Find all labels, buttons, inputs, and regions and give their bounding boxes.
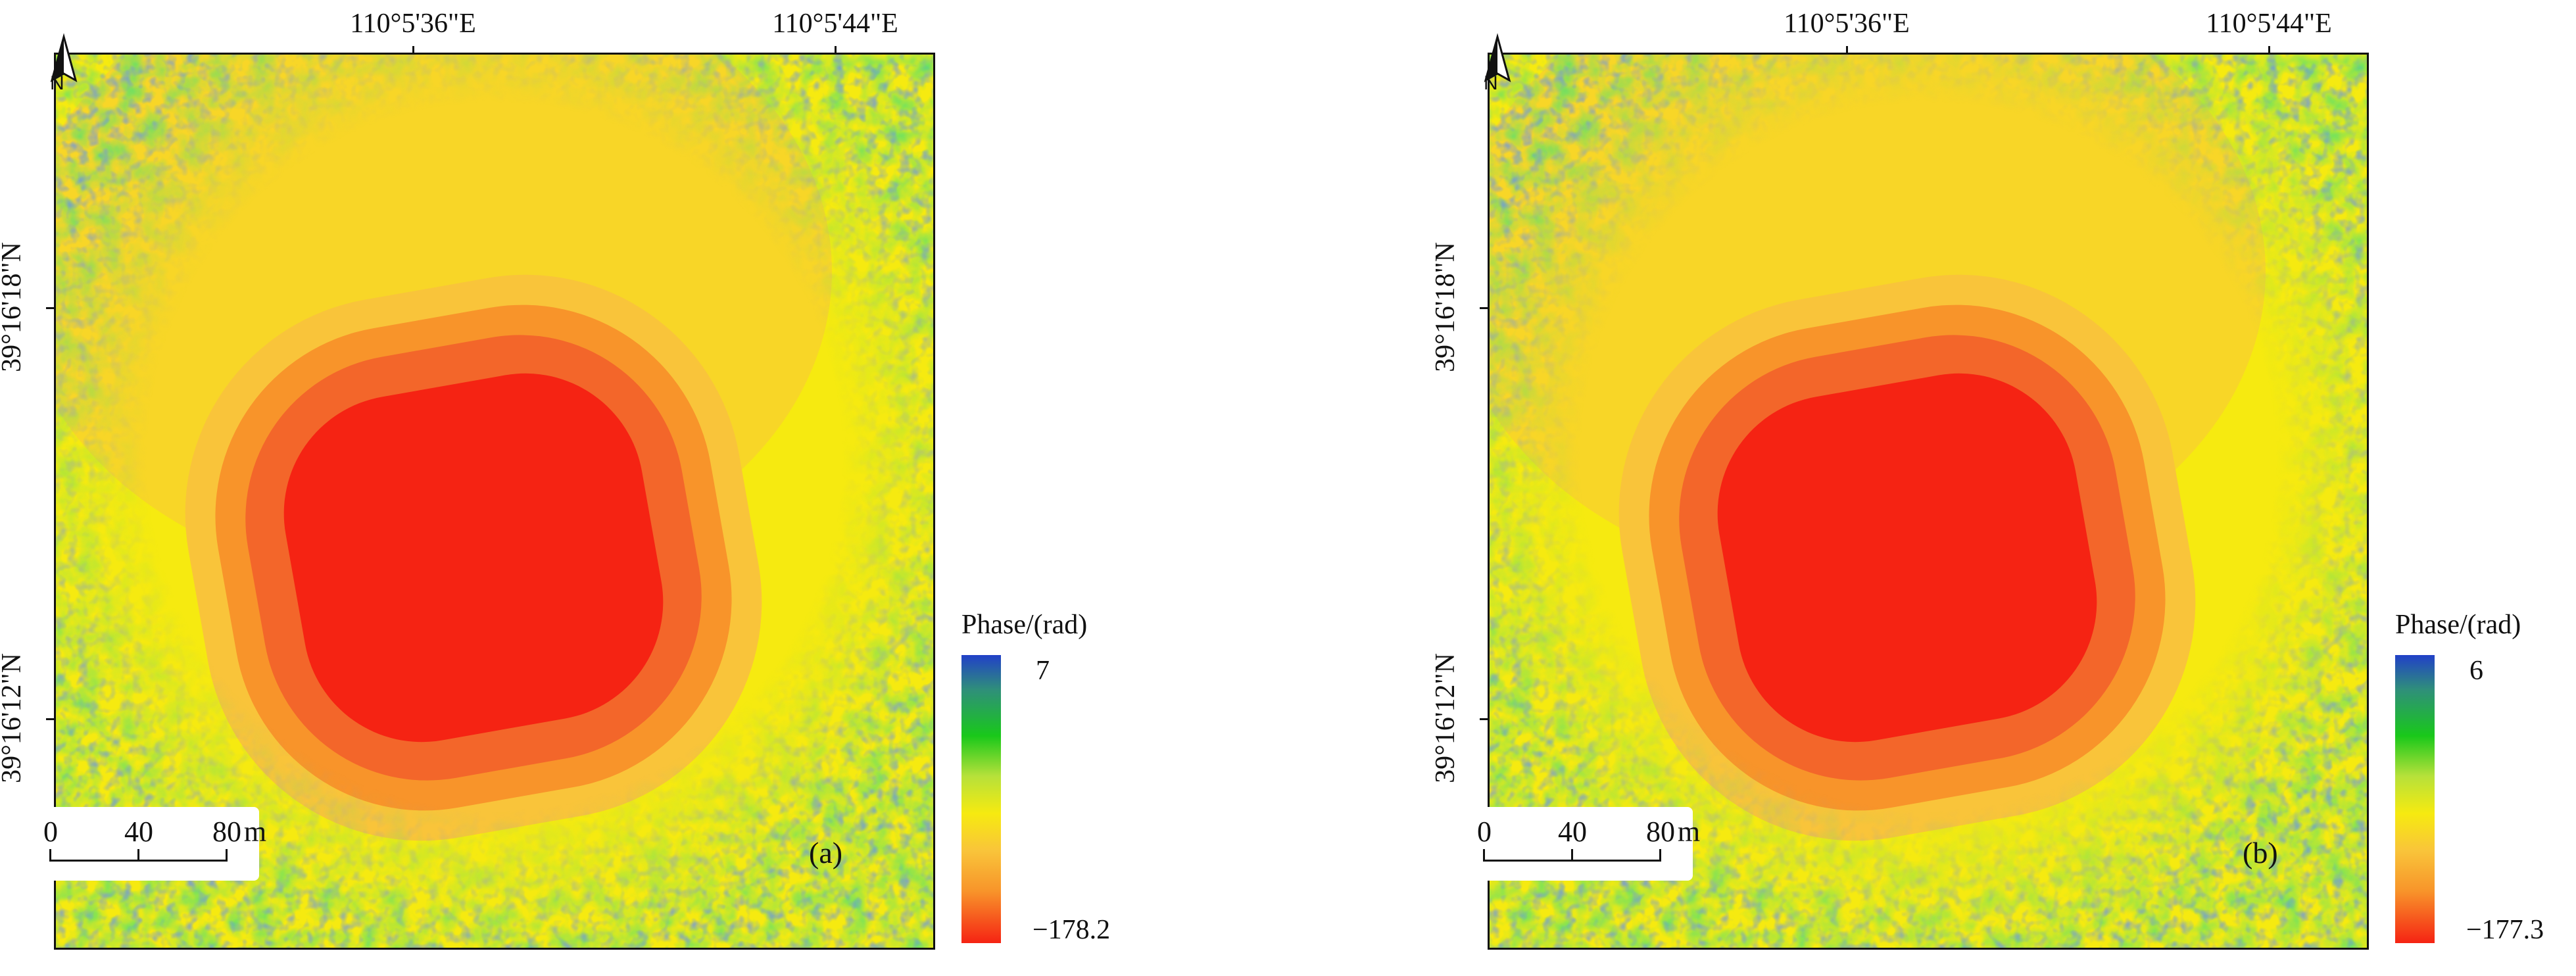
lat-label-2: 39°16'12"N bbox=[0, 653, 27, 783]
scale-label-40: 40 bbox=[124, 816, 153, 848]
scale-label-0: 0 bbox=[43, 816, 58, 848]
lon-tick-1 bbox=[412, 46, 414, 54]
scale-unit: m bbox=[1677, 816, 1701, 848]
panel-label: (b) bbox=[2243, 836, 2278, 869]
lat-tick-2 bbox=[1480, 718, 1488, 720]
north-arrow-icon bbox=[50, 33, 78, 83]
noise-speckle bbox=[56, 55, 933, 948]
colorbar-min-label: −177.3 bbox=[2466, 915, 2544, 945]
scale-tick-0 bbox=[1483, 849, 1485, 862]
colorbar bbox=[2395, 655, 2435, 943]
map-panel-b: 110°5'36"E 110°5'44"E 39°16'18"N 39°16'1… bbox=[1430, 0, 2576, 976]
phase-map bbox=[1488, 53, 2369, 950]
phase-raster bbox=[1490, 55, 2367, 948]
scale-tick-0 bbox=[49, 849, 51, 862]
scale-label-40: 40 bbox=[1558, 816, 1587, 848]
panel-label: (a) bbox=[809, 836, 843, 869]
lat-tick-1 bbox=[46, 307, 54, 309]
phase-map bbox=[54, 53, 935, 950]
lon-tick-2 bbox=[835, 46, 837, 54]
scale-label-0: 0 bbox=[1477, 816, 1492, 848]
scale-label-80: 80 bbox=[212, 816, 241, 848]
map-panel-a: 110°5'36"E 110°5'44"E 39°16'18"N 39°16'1… bbox=[0, 9, 1111, 950]
lon-label-1: 110°5'36"E bbox=[350, 9, 476, 39]
lat-tick-1 bbox=[1480, 307, 1488, 309]
lon-label-2: 110°5'44"E bbox=[772, 9, 898, 39]
scale-bar: 0 40 80 m bbox=[1453, 807, 1700, 881]
colorbar-min-label: −178.2 bbox=[1033, 915, 1111, 945]
phase-raster bbox=[56, 55, 933, 948]
colorbar-title: Phase/(rad) bbox=[2395, 610, 2521, 640]
north-arrow-icon bbox=[1484, 33, 1511, 83]
colorbar bbox=[961, 655, 1001, 943]
north-label: N bbox=[50, 72, 64, 94]
scale-tick-80 bbox=[1659, 849, 1661, 862]
colorbar-max-label: 6 bbox=[2469, 656, 2483, 686]
scale-tick-40 bbox=[1571, 849, 1573, 862]
lon-tick-1 bbox=[1846, 46, 1848, 54]
scale-label-80: 80 bbox=[1646, 816, 1675, 848]
lat-tick-2 bbox=[46, 718, 54, 720]
lon-tick-2 bbox=[2268, 46, 2270, 54]
scale-bar: 0 40 80 m bbox=[20, 807, 266, 881]
scale-tick-40 bbox=[137, 849, 139, 862]
north-label: N bbox=[1484, 72, 1498, 94]
colorbar-max-label: 7 bbox=[1036, 656, 1050, 686]
scale-unit: m bbox=[243, 816, 267, 848]
lon-label-1: 110°5'36"E bbox=[1784, 9, 1910, 39]
lat-label-1: 39°16'18"N bbox=[1430, 242, 1461, 372]
scale-tick-80 bbox=[226, 849, 228, 862]
noise-speckle bbox=[1490, 55, 2367, 948]
lat-label-1: 39°16'18"N bbox=[0, 242, 27, 372]
colorbar-title: Phase/(rad) bbox=[961, 610, 1088, 640]
lon-label-2: 110°5'44"E bbox=[2206, 9, 2332, 39]
lat-label-2: 39°16'12"N bbox=[1430, 653, 1461, 783]
